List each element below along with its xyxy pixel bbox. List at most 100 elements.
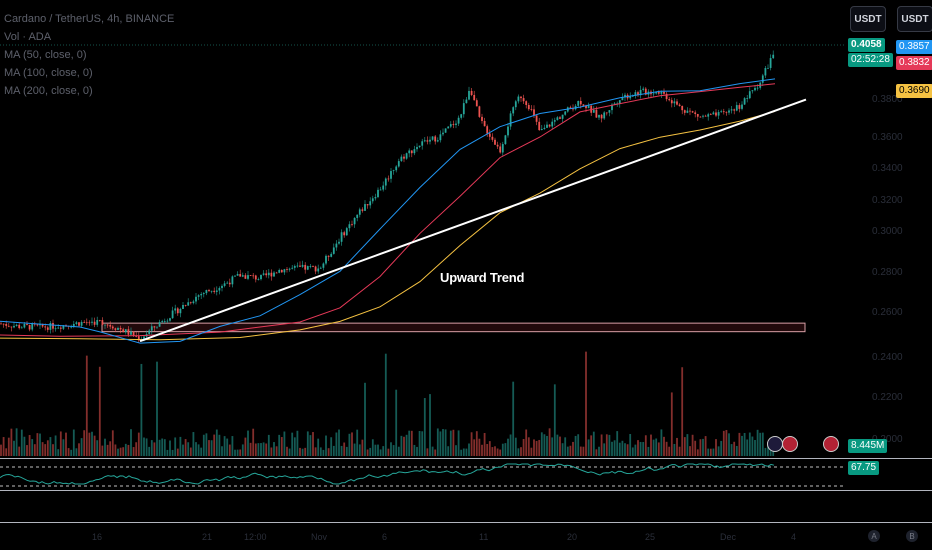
legend-ma200[interactable]: MA (200, close, 0) — [4, 85, 93, 97]
candle — [210, 290, 213, 294]
candle — [652, 89, 655, 97]
auto-scale-button[interactable]: A — [868, 530, 880, 542]
candle — [605, 112, 608, 116]
volume-bar — [436, 428, 439, 456]
volume-bar — [80, 438, 83, 456]
candle — [179, 307, 182, 318]
candle — [689, 108, 691, 116]
volume-bar — [686, 434, 689, 456]
candle — [296, 262, 299, 268]
us-flag-icon[interactable] — [782, 436, 798, 452]
candle — [543, 124, 546, 130]
volume-bar — [111, 430, 114, 456]
volume-bar — [351, 432, 353, 456]
currency-button-2[interactable]: USDT — [897, 6, 932, 32]
candle — [119, 325, 122, 334]
volume-bar — [228, 444, 231, 456]
volume-bar — [670, 392, 673, 456]
volume-bar — [457, 430, 460, 456]
candle — [751, 90, 754, 94]
candle — [195, 292, 197, 305]
candle — [590, 105, 593, 117]
candle — [306, 265, 309, 271]
volume-bar — [416, 446, 418, 456]
volume-bar — [353, 443, 356, 456]
legend-symbol[interactable]: Cardano / TetherUS, 4h, BINANCE — [4, 13, 175, 25]
candle — [267, 269, 270, 279]
log-scale-button[interactable]: B — [906, 530, 918, 542]
volume-bar — [722, 430, 725, 456]
candle — [465, 97, 468, 104]
volume-bar — [247, 430, 249, 456]
candle — [634, 90, 637, 99]
volume-bar — [626, 444, 629, 456]
candle — [52, 319, 54, 333]
volume-bar — [241, 444, 244, 456]
volume-bar — [221, 446, 223, 456]
volume-bar — [569, 445, 572, 456]
volume-bar — [522, 439, 525, 456]
volume-bar — [345, 446, 348, 456]
candle — [678, 103, 681, 107]
last-price-tag: 0.4058 — [848, 38, 885, 52]
lightning-event-icon[interactable] — [767, 436, 783, 452]
volume-bar — [439, 431, 442, 456]
trend-annotation[interactable]: Upward Trend — [440, 270, 525, 285]
volume-bar — [462, 448, 465, 456]
candle — [158, 319, 161, 327]
currency-button[interactable]: USDT — [850, 6, 886, 32]
volume-bar — [124, 443, 127, 456]
candle — [720, 109, 723, 113]
candle — [319, 266, 322, 270]
candle — [374, 193, 377, 201]
panel-separator[interactable] — [0, 490, 932, 491]
candle — [449, 121, 452, 129]
volume-bar — [478, 438, 481, 456]
candle — [735, 101, 738, 112]
candle — [371, 195, 374, 204]
volume-bar — [470, 432, 473, 456]
volume-bar — [31, 439, 34, 456]
x-tick: 20 — [567, 532, 578, 542]
volume-bar — [491, 447, 494, 456]
candle — [621, 93, 624, 101]
candle — [738, 103, 741, 113]
candle — [317, 264, 320, 274]
candle — [405, 152, 408, 160]
volume-bar — [691, 434, 694, 456]
candle — [335, 240, 338, 251]
candle — [683, 109, 686, 116]
candle — [7, 323, 10, 328]
candle — [213, 287, 216, 294]
panel-separator[interactable] — [0, 458, 932, 459]
volume-bar — [137, 432, 140, 456]
volume-bar — [356, 429, 359, 456]
volume-bar — [265, 443, 268, 456]
candle — [395, 165, 398, 173]
candle — [767, 64, 769, 69]
trend-line[interactable] — [139, 98, 807, 343]
volume-bar — [551, 437, 554, 456]
volume-bar — [236, 449, 239, 456]
volume-bar — [540, 432, 543, 456]
volume-bar — [564, 437, 567, 456]
volume-bar — [13, 440, 15, 456]
legend-ma50[interactable]: MA (50, close, 0) — [4, 49, 87, 61]
volume-bar — [59, 431, 62, 456]
volume-bar — [254, 443, 257, 456]
candle — [540, 125, 543, 131]
us-flag-icon[interactable] — [823, 436, 839, 452]
candle — [278, 268, 281, 274]
candle — [496, 141, 499, 149]
legend-volume[interactable]: Vol · ADA — [4, 31, 52, 43]
volume-bar — [387, 448, 390, 456]
volume-bar — [410, 430, 413, 456]
x-tick: Dec — [720, 532, 737, 542]
candle — [462, 99, 465, 118]
volume-bar — [231, 436, 234, 456]
legend-ma100[interactable]: MA (100, close, 0) — [4, 67, 93, 79]
candle — [135, 331, 138, 338]
volume-bar — [390, 442, 392, 456]
candle — [247, 271, 249, 281]
